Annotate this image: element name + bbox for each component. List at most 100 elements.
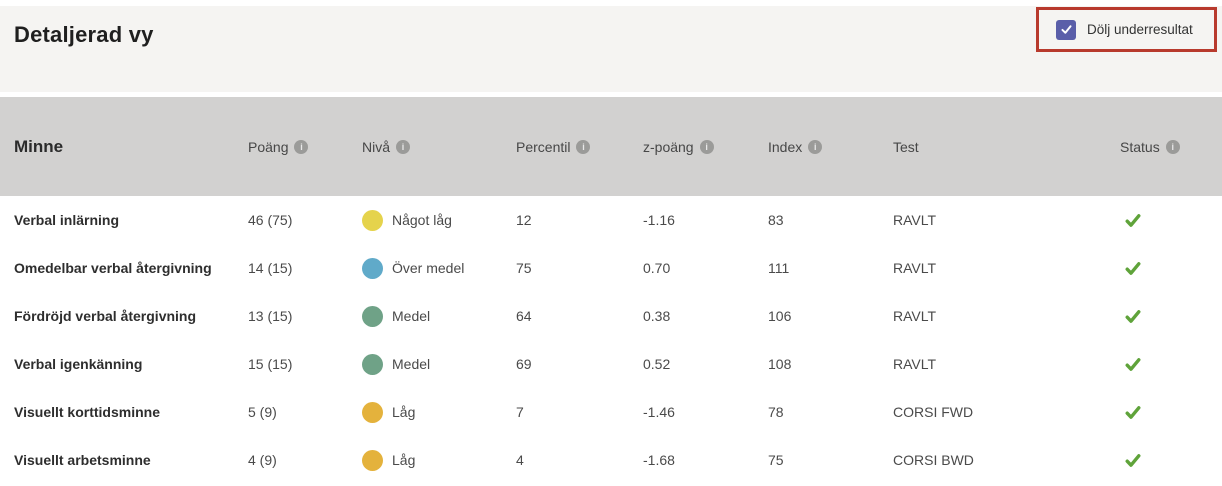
zscore-cell: 0.52 (643, 356, 671, 372)
table-row: Verbal igenkänning 15 (15) Medel 69 0.52… (0, 340, 1222, 388)
info-icon[interactable]: i (294, 139, 309, 154)
test-cell: RAVLT (893, 260, 937, 276)
index-cell: 106 (768, 308, 792, 324)
zscore-cell: -1.46 (643, 404, 675, 420)
level-dot-icon (362, 449, 383, 471)
column-label: Index (768, 138, 803, 155)
level-label: Låg (392, 452, 416, 468)
row-name: Verbal igenkänning (14, 356, 143, 372)
score-cell: 5 (9) (248, 404, 277, 420)
index-cell: 75 (768, 452, 784, 468)
level-cell: Över medel (362, 257, 516, 279)
hide-subresults-label[interactable]: Dölj underresultat (1087, 22, 1193, 37)
level-label: Medel (392, 308, 431, 324)
score-cell: 14 (15) (248, 260, 293, 276)
status-cell (1120, 357, 1208, 372)
status-cell (1120, 213, 1208, 228)
row-name: Verbal inlärning (14, 212, 120, 228)
table-header: Minne Poäng i Nivå i Percentil i z-poäng… (0, 97, 1222, 196)
table-row: Fördröjd verbal återgivning 13 (15) Mede… (0, 292, 1222, 340)
column-label: Test (893, 138, 919, 155)
percentile-cell: 12 (516, 212, 532, 228)
level-dot-icon (362, 209, 383, 231)
zscore-cell: 0.38 (643, 308, 671, 324)
column-label: Poäng (248, 138, 289, 155)
status-check-icon (1125, 453, 1208, 468)
score-cell: 46 (75) (248, 212, 293, 228)
level-label: Låg (392, 404, 416, 420)
status-check-icon (1125, 309, 1208, 324)
test-cell: RAVLT (893, 356, 937, 372)
index-cell: 111 (768, 260, 790, 276)
index-cell: 108 (768, 356, 792, 372)
row-name: Visuellt korttidsminne (14, 404, 160, 420)
column-label: z-poäng (643, 138, 694, 155)
level-dot-icon (362, 305, 383, 327)
annotation-highlight-box: Dölj underresultat (1036, 7, 1217, 52)
info-icon[interactable]: i (576, 139, 591, 154)
test-cell: CORSI BWD (893, 452, 974, 468)
hide-subresults-checkbox[interactable] (1056, 19, 1076, 40)
row-name: Visuellt arbetsminne (14, 452, 151, 468)
test-cell: RAVLT (893, 308, 937, 324)
column-header-niva: Nivå i (362, 139, 516, 155)
test-cell: CORSI FWD (893, 404, 974, 420)
test-cell: RAVLT (893, 212, 937, 228)
level-cell: Medel (362, 353, 516, 375)
level-dot-icon (362, 401, 383, 423)
percentile-cell: 7 (516, 404, 524, 420)
column-header-percentil: Percentil i (516, 139, 643, 155)
status-check-icon (1125, 357, 1208, 372)
level-label: Något låg (392, 212, 452, 228)
level-label: Medel (392, 356, 431, 372)
level-dot-icon (362, 353, 383, 375)
score-cell: 13 (15) (248, 308, 293, 324)
info-icon[interactable]: i (396, 139, 411, 154)
level-label: Över medel (392, 260, 465, 276)
table-body: Verbal inlärning 46 (75) Något låg 12 -1… (0, 196, 1222, 484)
column-header-index: Index i (768, 139, 893, 155)
level-dot-icon (362, 257, 383, 279)
checkmark-icon (1060, 25, 1072, 34)
info-icon[interactable]: i (808, 139, 823, 154)
column-label: Nivå (362, 138, 391, 155)
index-cell: 83 (768, 212, 784, 228)
column-header-poang: Poäng i (248, 139, 362, 155)
column-header-zpoang: z-poäng i (643, 139, 768, 155)
info-icon[interactable]: i (1165, 139, 1180, 154)
status-check-icon (1125, 405, 1208, 420)
percentile-cell: 4 (516, 452, 524, 468)
status-check-icon (1125, 261, 1208, 276)
status-cell (1120, 309, 1208, 324)
row-name: Fördröjd verbal återgivning (14, 308, 197, 324)
score-cell: 15 (15) (248, 356, 293, 372)
score-cell: 4 (9) (248, 452, 277, 468)
group-header-minne: Minne (14, 136, 64, 156)
detailed-view-page: Detaljerad vy Dölj underresultat Minne P… (0, 6, 1222, 486)
index-cell: 78 (768, 404, 784, 420)
row-name: Omedelbar verbal återgivning (14, 260, 212, 276)
level-cell: Medel (362, 305, 516, 327)
status-cell (1120, 261, 1208, 276)
level-cell: Låg (362, 401, 516, 423)
page-title: Detaljerad vy (14, 22, 154, 47)
level-cell: Låg (362, 449, 516, 471)
zscore-cell: -1.16 (643, 212, 675, 228)
table-row: Visuellt arbetsminne 4 (9) Låg 4 -1.68 7… (0, 436, 1222, 484)
zscore-cell: -1.68 (643, 452, 675, 468)
status-check-icon (1125, 213, 1208, 228)
percentile-cell: 75 (516, 260, 532, 276)
level-cell: Något låg (362, 209, 516, 231)
table-row: Verbal inlärning 46 (75) Något låg 12 -1… (0, 196, 1222, 244)
column-header-status: Status i (1120, 139, 1208, 155)
heading-band: Detaljerad vy Dölj underresultat (0, 6, 1222, 92)
column-header-test: Test (893, 139, 1120, 155)
zscore-cell: 0.70 (643, 260, 671, 276)
status-cell (1120, 405, 1208, 420)
info-icon[interactable]: i (699, 139, 714, 154)
status-cell (1120, 453, 1208, 468)
percentile-cell: 64 (516, 308, 532, 324)
table-row: Omedelbar verbal återgivning 14 (15) Öve… (0, 244, 1222, 292)
table-row: Visuellt korttidsminne 5 (9) Låg 7 -1.46… (0, 388, 1222, 436)
column-label: Percentil (516, 138, 571, 155)
